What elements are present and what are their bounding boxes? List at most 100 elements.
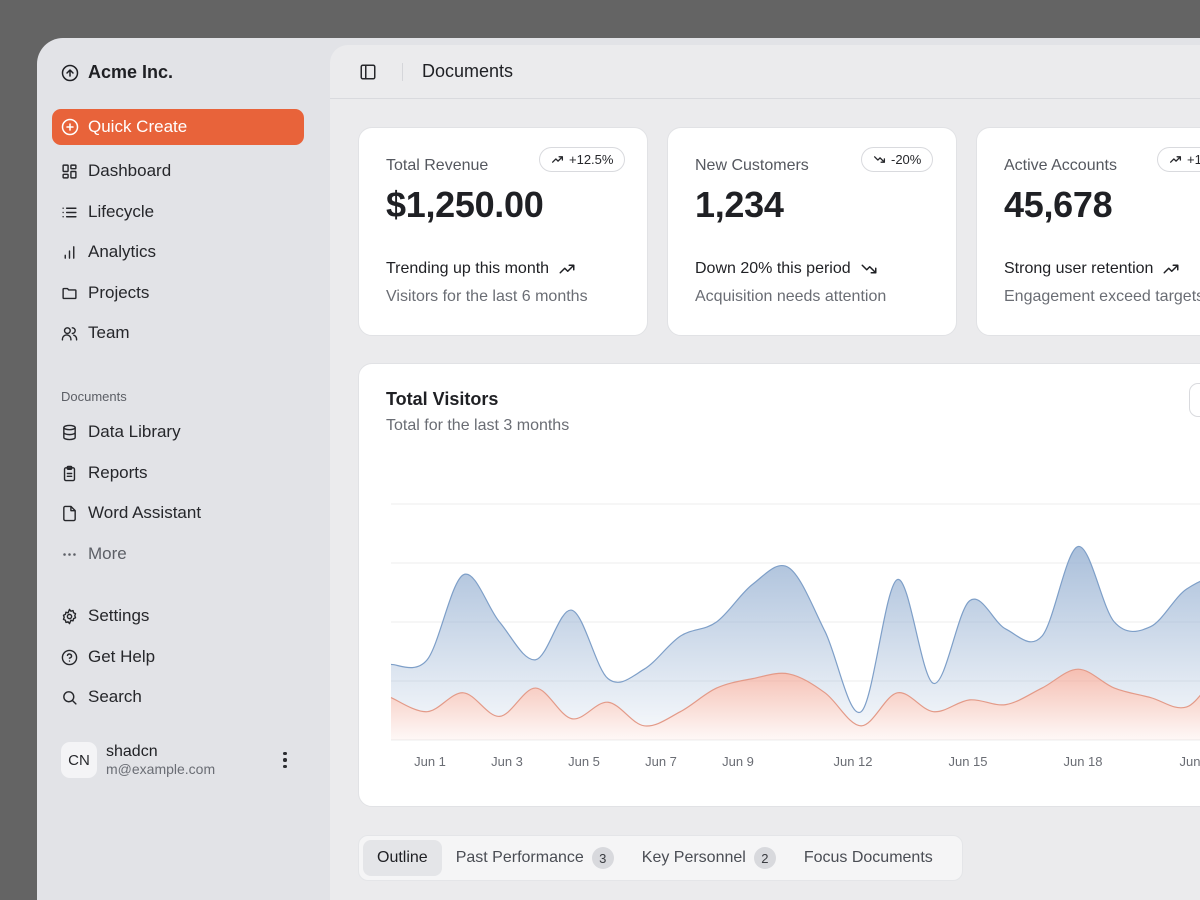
document-tabs: Outline Past Performance 3 Key Personnel…	[358, 835, 963, 881]
page-title: Documents	[422, 61, 514, 81]
sidebar-item-label: Lifecycle	[88, 202, 155, 221]
clipboard-icon	[63, 465, 76, 481]
metric-value: 1,234	[695, 184, 784, 225]
tab-focus-documents[interactable]: Focus Documents	[790, 840, 947, 876]
trend-badge: +12.5%	[1157, 147, 1200, 172]
quick-create-button[interactable]: Quick Create	[52, 109, 304, 145]
header: Documents	[330, 45, 1200, 99]
x-tick-label: Jun 5	[568, 754, 600, 769]
more-vertical-icon[interactable]	[277, 750, 293, 770]
series-area-bottom	[391, 669, 1200, 740]
tab-label: Key Personnel	[641, 849, 746, 866]
trending-down-icon	[873, 156, 886, 163]
tab-outline[interactable]: Outline	[363, 840, 442, 876]
tab-past-performance[interactable]: Past Performance 3	[442, 840, 628, 876]
sidebar-item-label: Word Assistant	[88, 503, 202, 522]
series-area-top	[391, 546, 1200, 726]
x-tick-label: Jun 7	[645, 754, 677, 769]
trending-up-icon	[1163, 264, 1179, 274]
trend-badge: +12.5%	[539, 147, 626, 172]
sidebar-item-label: Projects	[88, 283, 150, 302]
trending-up-icon	[559, 264, 575, 274]
help-icon	[61, 649, 78, 665]
trending-up-icon	[1169, 156, 1182, 163]
quick-create-label: Quick Create	[88, 117, 188, 136]
main-content: Documents Total Revenue $1,250.00 +12.5%…	[330, 45, 1200, 900]
metric-card-new-customers: New Customers 1,234 -20% Down 20% this p…	[667, 127, 957, 336]
user-email: m@example.com	[106, 761, 216, 778]
count-badge: 3	[591, 847, 614, 869]
metric-subtext: Visitors for the last 6 months	[386, 288, 588, 305]
badge-text: -20%	[891, 152, 922, 167]
chart-subtitle: Total for the last 3 months	[386, 417, 570, 434]
tab-key-personnel[interactable]: Key Personnel 2	[628, 840, 790, 876]
sidebar-item-search[interactable]: Search	[61, 686, 142, 708]
sidebar-item-data-library[interactable]: Data Library	[61, 421, 181, 443]
metric-label: Active Accounts	[1004, 157, 1117, 174]
brand[interactable]: Acme Inc.	[61, 62, 173, 83]
trend-text: Trending up this month	[386, 260, 550, 277]
bar-chart-icon	[64, 245, 75, 259]
sidebar-item-more[interactable]: More	[61, 543, 127, 565]
user-menu[interactable]: CN shadcn m@example.com	[61, 742, 301, 778]
sidebar-item-reports[interactable]: Reports	[61, 462, 148, 484]
sidebar: Acme Inc. Quick Create Dashboard Lifecyc…	[37, 38, 330, 900]
app-window: Acme Inc. Quick Create Dashboard Lifecyc…	[37, 38, 1200, 900]
metric-card-active-accounts: Active Accounts 45,678 +12.5% Strong use…	[976, 127, 1200, 336]
sidebar-item-label: Dashboard	[88, 161, 172, 180]
trend-line: Trending up this month	[386, 260, 576, 278]
x-tick-label: Jun 15	[948, 754, 987, 769]
metric-value: $1,250.00	[386, 184, 544, 225]
sidebar-item-label: Get Help	[88, 647, 156, 666]
trend-text: Down 20% this period	[695, 260, 851, 277]
x-tick-label: Jun 9	[722, 754, 754, 769]
user-info: shadcn m@example.com	[106, 743, 215, 777]
x-tick-label: Jun 18	[1063, 754, 1102, 769]
brand-name: Acme Inc.	[88, 62, 174, 82]
trending-up-icon	[551, 156, 564, 163]
sidebar-item-get-help[interactable]: Get Help	[61, 646, 155, 668]
sidebar-item-label: More	[88, 544, 127, 563]
folder-icon	[62, 287, 77, 299]
tab-label: Focus Documents	[803, 849, 933, 866]
header-divider	[402, 63, 403, 81]
x-tick-label: Jun 21	[1179, 754, 1200, 769]
sidebar-item-label: Analytics	[88, 242, 157, 261]
database-icon	[63, 424, 76, 440]
visitors-area-chart: Jun 1 Jun 3 Jun 5 Jun 7 Jun 9 Jun 12 Jun 15 Jun…	[390, 503, 1200, 769]
sidebar-item-label: Reports	[88, 463, 148, 482]
sidebar-item-analytics[interactable]: Analytics	[61, 241, 156, 263]
sidebar-item-settings[interactable]: Settings	[61, 605, 149, 627]
metric-value: 45,678	[1004, 184, 1113, 225]
sidebar-item-projects[interactable]: Projects	[61, 282, 149, 304]
circle-arrow-up-icon	[61, 64, 79, 81]
documents-section-label: Documents	[61, 389, 127, 404]
sidebar-item-label: Search	[88, 687, 142, 706]
sidebar-item-team[interactable]: Team	[61, 322, 130, 344]
plus-circle-icon	[61, 118, 79, 136]
x-tick-label: Jun 12	[833, 754, 872, 769]
trend-line: Down 20% this period	[695, 260, 878, 278]
metric-subtext: Acquisition needs attention	[695, 288, 887, 305]
visitors-chart-card: Jun 1 Jun 3 Jun 5 Jun 7 Jun 9 Jun 12 Jun 15 Jun…	[358, 363, 1200, 807]
sidebar-item-word-assistant[interactable]: Word Assistant	[61, 502, 201, 524]
count-badge: 2	[753, 847, 776, 869]
tab-label: Past Performance	[455, 849, 584, 866]
series-line-top	[390, 545, 1200, 713]
tab-label: Outline	[377, 849, 428, 866]
dashboard-icon	[62, 163, 77, 179]
metric-card-total-revenue: Total Revenue $1,250.00 +12.5% Trending …	[358, 127, 648, 336]
list-icon	[62, 207, 77, 217]
users-icon	[61, 326, 78, 341]
sidebar-toggle-icon[interactable]	[359, 63, 377, 81]
search-icon	[63, 690, 77, 705]
metric-label: Total Revenue	[386, 157, 489, 174]
sidebar-item-lifecycle[interactable]: Lifecycle	[61, 201, 154, 223]
range-selector[interactable]	[1189, 383, 1200, 417]
badge-text: +12.5%	[569, 152, 614, 167]
badge-text: +12.5%	[1187, 152, 1200, 167]
trend-badge: -20%	[861, 147, 934, 172]
user-name: shadcn	[106, 742, 158, 760]
sidebar-item-dashboard[interactable]: Dashboard	[61, 160, 171, 182]
chart-title: Total Visitors	[386, 389, 499, 409]
